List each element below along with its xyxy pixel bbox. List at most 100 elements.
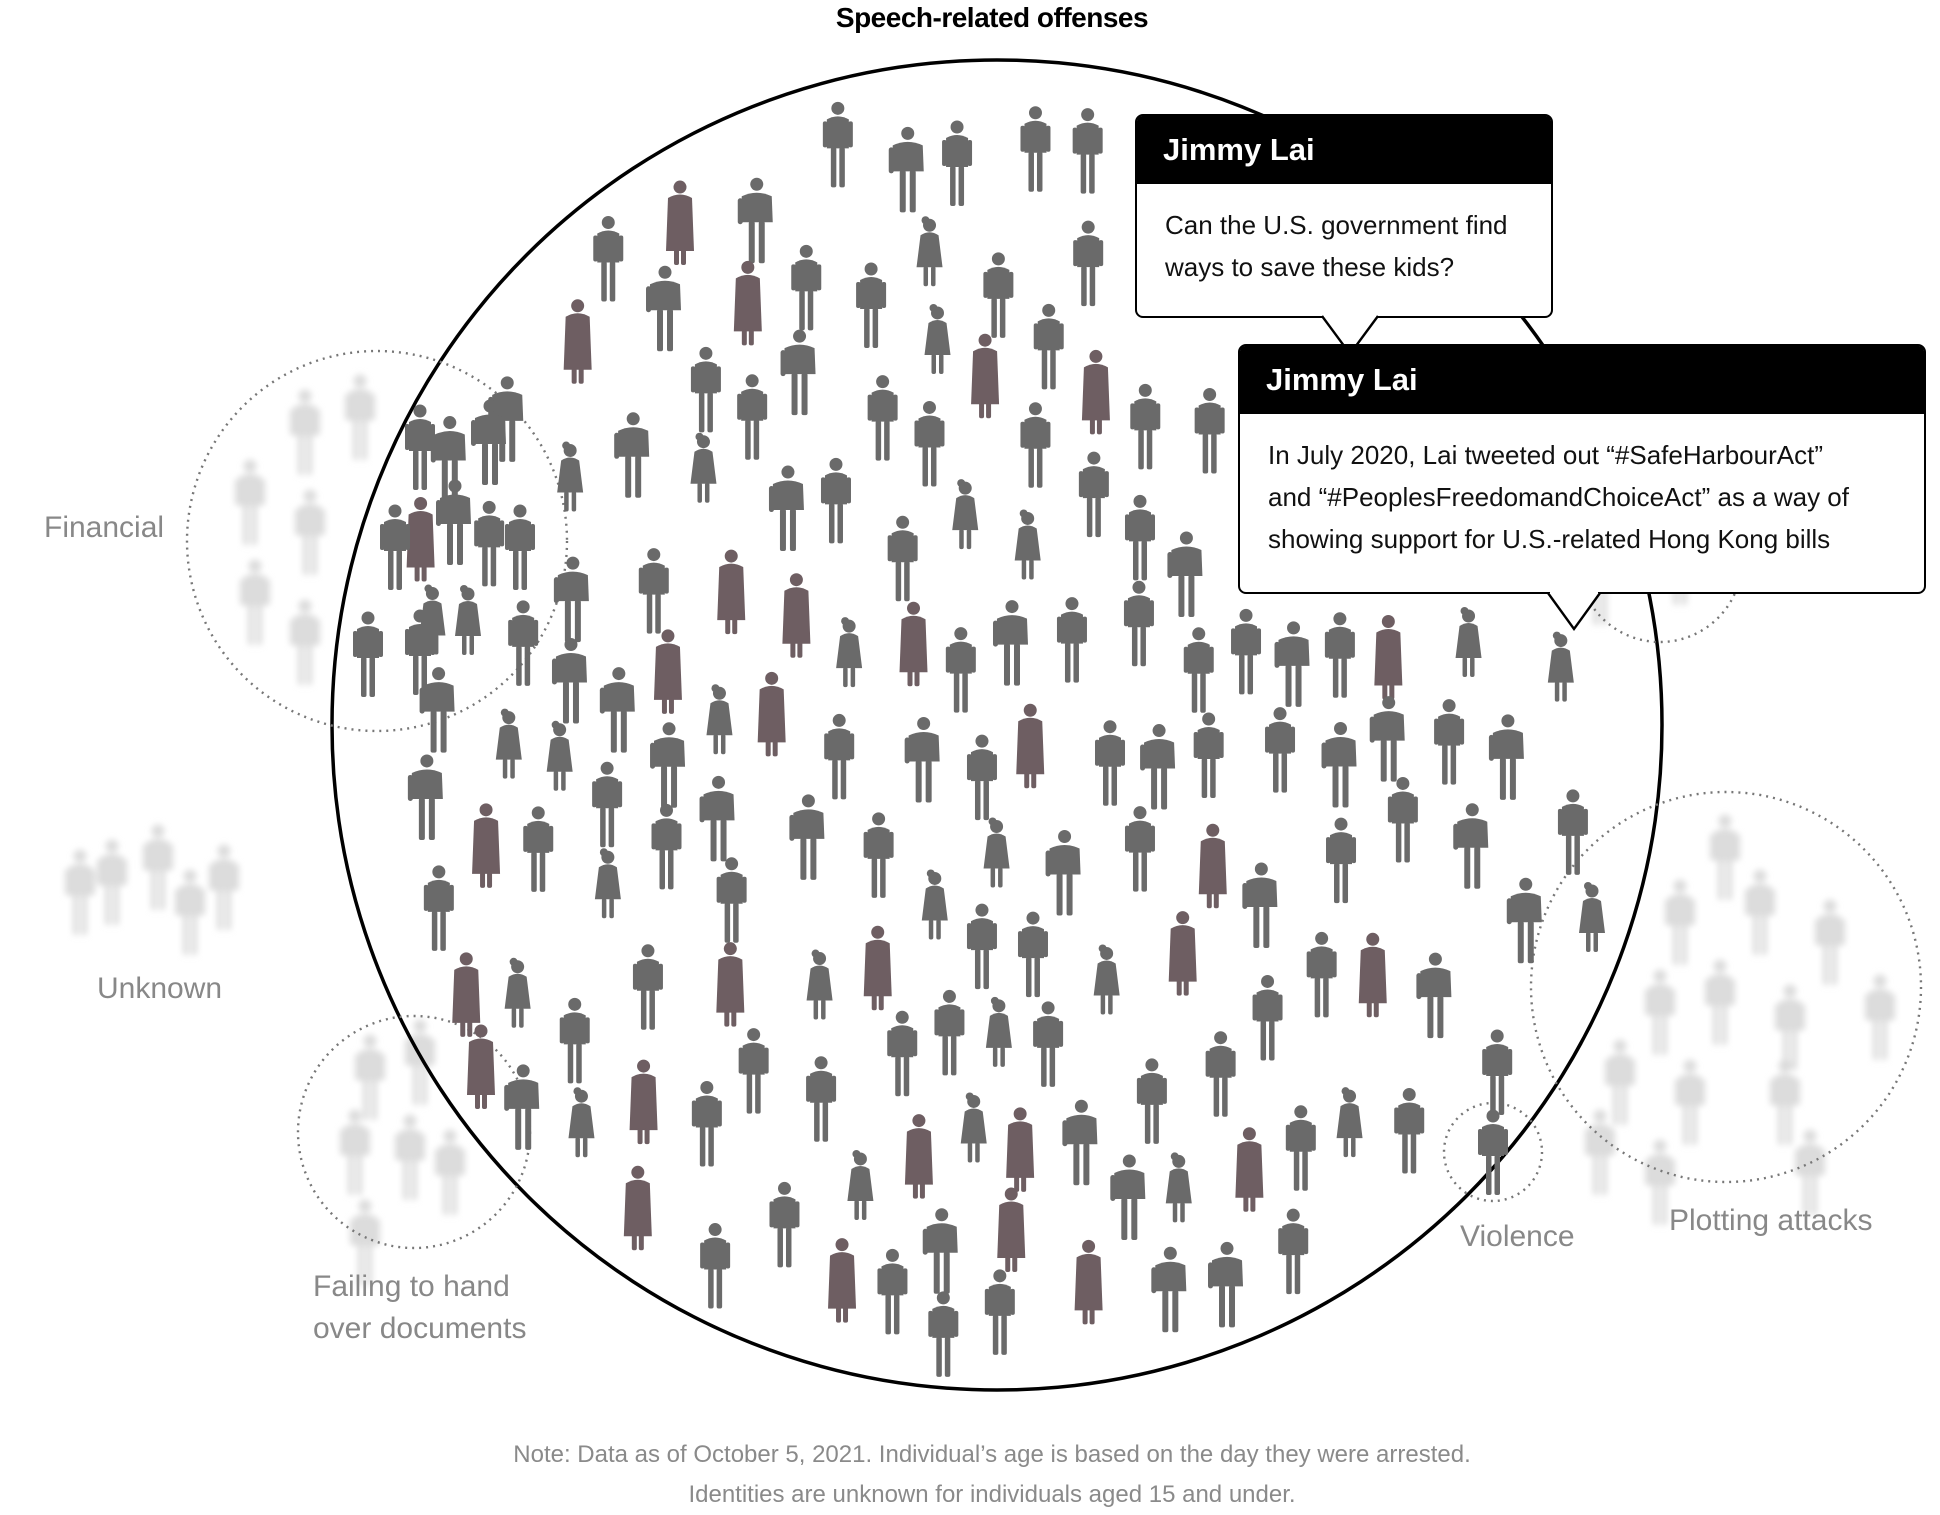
- person-figure: [997, 1187, 1026, 1273]
- person-figure: [1208, 1241, 1244, 1328]
- person-figure: [690, 346, 721, 433]
- person-figure: [504, 1064, 540, 1150]
- person-figure: [863, 925, 892, 1011]
- person-figure: [1081, 349, 1110, 435]
- person-figure: [523, 806, 554, 892]
- label-plotting: Plotting attacks: [1669, 1204, 1873, 1237]
- person-figure: [405, 404, 435, 490]
- person-figure: [1124, 494, 1155, 581]
- person-figure: [922, 1208, 958, 1294]
- person-figure: [1547, 631, 1574, 702]
- person-figure: [942, 120, 973, 206]
- person-figure: [934, 989, 965, 1076]
- footnote-line1: Note: Data as of October 5, 2021. Indivi…: [513, 1441, 1471, 1468]
- person-figure: [733, 260, 762, 346]
- callout-jimmy-lai-2: Jimmy Lai In July 2020, Lai tweeted out …: [1238, 344, 1926, 594]
- person-figure: [1151, 1246, 1187, 1333]
- person-figure: [1123, 580, 1154, 667]
- person-figure: [175, 869, 205, 955]
- person-figure: [1506, 877, 1542, 964]
- person-figure: [921, 869, 948, 940]
- person-figure: [737, 374, 768, 460]
- person-figure: [1110, 1154, 1146, 1241]
- person-figure: [290, 389, 320, 475]
- person-figure: [235, 459, 265, 545]
- person-figure: [405, 1019, 435, 1105]
- person-figure: [984, 1269, 1015, 1355]
- person-figure: [1140, 724, 1176, 810]
- callout-1-body: Can the U.S. government find ways to sav…: [1137, 184, 1551, 288]
- person-figure: [1136, 1058, 1167, 1144]
- person-figure: [1006, 1107, 1035, 1192]
- person-figure: [594, 848, 621, 919]
- person-figure: [690, 432, 717, 503]
- person-figure: [1358, 932, 1387, 1018]
- person-figure: [1865, 974, 1895, 1060]
- person-figure: [407, 754, 443, 840]
- person-figure: [916, 216, 943, 287]
- person-figure: [1374, 615, 1403, 700]
- person-figure: [1285, 1105, 1316, 1191]
- person-figure: [1336, 1087, 1363, 1158]
- person-figure: [405, 609, 435, 695]
- person-figure: [820, 457, 851, 544]
- person-figure: [1020, 106, 1051, 192]
- person-figure: [563, 299, 592, 384]
- person-figure: [1274, 621, 1310, 707]
- person-figure: [1124, 806, 1155, 892]
- person-figure: [653, 629, 682, 714]
- person-figure: [737, 177, 773, 264]
- person-figure: [824, 713, 855, 800]
- person-figure: [1815, 899, 1845, 985]
- person-figure: [1265, 707, 1296, 793]
- person-figure: [828, 1238, 857, 1323]
- person-figure: [782, 573, 811, 658]
- person-figure: [789, 794, 825, 880]
- person-figure: [632, 944, 663, 1030]
- person-figure: [423, 865, 454, 951]
- person-figure: [924, 303, 951, 374]
- person-figure: [1168, 911, 1197, 996]
- person-figure: [395, 1114, 425, 1200]
- person-figure: [1205, 1031, 1236, 1117]
- person-figure: [1252, 974, 1283, 1061]
- person-figure: [806, 1056, 837, 1142]
- label-unknown: Unknown: [97, 972, 223, 1005]
- callout-2-pointer: [1547, 591, 1601, 632]
- callout-2-line: showing support for U.S.-related Hong Ko…: [1268, 524, 1831, 554]
- person-figure: [452, 952, 481, 1037]
- person-figure: [240, 559, 270, 645]
- person-figure: [1193, 712, 1224, 799]
- person-figure: [353, 611, 383, 697]
- person-figure: [1775, 984, 1805, 1070]
- person-figure: [1455, 606, 1482, 677]
- person-figure: [867, 375, 898, 461]
- callout-2-line: and “#PeoplesFreedomandChoiceAct” as a w…: [1268, 482, 1849, 512]
- person-figure: [495, 708, 522, 779]
- person-figure: [553, 556, 589, 643]
- person-figure: [1579, 882, 1605, 952]
- financial-ring: [185, 349, 569, 733]
- person-figure: [455, 585, 481, 655]
- person-figure: [1235, 1127, 1264, 1212]
- person-figure: [1416, 952, 1452, 1039]
- person-figure: [983, 817, 1010, 888]
- person-figure: [971, 333, 1000, 419]
- person-figure: [295, 489, 325, 575]
- person-figure: [1074, 1239, 1103, 1325]
- person-figure: [985, 996, 1012, 1067]
- person-figure: [706, 684, 733, 755]
- person-figure: [1033, 303, 1064, 390]
- person-figure: [992, 600, 1028, 686]
- person-figure: [1710, 814, 1740, 900]
- person-figure: [467, 1024, 495, 1109]
- person-figure: [847, 1149, 874, 1220]
- person-figure: [1645, 1139, 1675, 1225]
- chart-title: Speech-related offenses: [835, 2, 1149, 33]
- person-figure: [966, 903, 997, 990]
- person-figure: [551, 637, 587, 724]
- label-failing-line2: over documents: [313, 1312, 527, 1345]
- person-figure: [877, 1248, 908, 1335]
- person-figure: [419, 667, 455, 753]
- person-figure: [1324, 612, 1355, 698]
